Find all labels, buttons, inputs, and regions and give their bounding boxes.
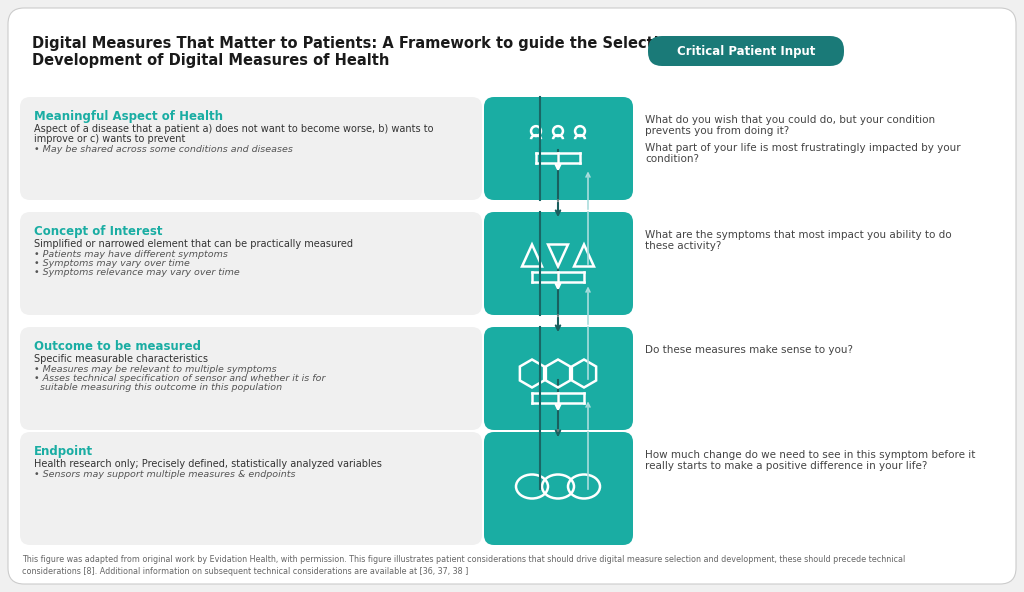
FancyBboxPatch shape (20, 212, 482, 315)
Text: Health research only; Precisely defined, statistically analyzed variables: Health research only; Precisely defined,… (34, 459, 382, 469)
Text: condition?: condition? (645, 154, 699, 164)
Text: Development of Digital Measures of Health: Development of Digital Measures of Healt… (32, 53, 389, 68)
Text: Specific measurable characteristics: Specific measurable characteristics (34, 354, 208, 364)
Text: Critical Patient Input: Critical Patient Input (677, 44, 815, 57)
Text: • Patients may have different symptoms: • Patients may have different symptoms (34, 250, 228, 259)
Text: Do these measures make sense to you?: Do these measures make sense to you? (645, 345, 853, 355)
FancyBboxPatch shape (648, 36, 844, 66)
Text: Endpoint: Endpoint (34, 445, 93, 458)
Text: Meaningful Aspect of Health: Meaningful Aspect of Health (34, 110, 223, 123)
Text: • Sensors may support multiple measures & endpoints: • Sensors may support multiple measures … (34, 470, 296, 479)
Text: What do you wish that you could do, but your condition: What do you wish that you could do, but … (645, 115, 935, 125)
Text: • Asses technical specification of sensor and whether it is for: • Asses technical specification of senso… (34, 374, 326, 383)
FancyBboxPatch shape (20, 432, 482, 545)
FancyBboxPatch shape (20, 327, 482, 430)
Text: What part of your life is most frustratingly impacted by your: What part of your life is most frustrati… (645, 143, 961, 153)
Text: What are the symptoms that most impact you ability to do: What are the symptoms that most impact y… (645, 230, 951, 240)
Text: • Measures may be relevant to multiple symptoms: • Measures may be relevant to multiple s… (34, 365, 276, 374)
Text: prevents you from doing it?: prevents you from doing it? (645, 126, 790, 136)
Text: This figure was adapted from original work by Evidation Health, with permission.: This figure was adapted from original wo… (22, 555, 905, 577)
Text: • May be shared across some conditions and diseases: • May be shared across some conditions a… (34, 145, 293, 154)
Text: Concept of Interest: Concept of Interest (34, 225, 163, 238)
FancyBboxPatch shape (20, 97, 482, 200)
Text: • Symptoms relevance may vary over time: • Symptoms relevance may vary over time (34, 268, 240, 277)
Text: really starts to make a positive difference in your life?: really starts to make a positive differe… (645, 461, 928, 471)
Text: Aspect of a disease that a patient a) does not want to become worse, b) wants to: Aspect of a disease that a patient a) do… (34, 124, 433, 134)
Text: these activity?: these activity? (645, 241, 721, 251)
Text: Outcome to be measured: Outcome to be measured (34, 340, 201, 353)
FancyBboxPatch shape (8, 8, 1016, 584)
FancyBboxPatch shape (484, 212, 633, 315)
FancyBboxPatch shape (484, 327, 633, 430)
FancyBboxPatch shape (484, 432, 633, 545)
Text: Digital Measures That Matter to Patients: A Framework to guide the Selection and: Digital Measures That Matter to Patients… (32, 36, 715, 51)
Text: Simplified or narrowed element that can be practically measured: Simplified or narrowed element that can … (34, 239, 353, 249)
FancyBboxPatch shape (484, 97, 633, 200)
Text: suitable measuring this outcome in this population: suitable measuring this outcome in this … (40, 383, 283, 392)
Text: • Symptoms may vary over time: • Symptoms may vary over time (34, 259, 189, 268)
Text: improve or c) wants to prevent: improve or c) wants to prevent (34, 134, 185, 144)
Text: How much change do we need to see in this symptom before it: How much change do we need to see in thi… (645, 450, 976, 460)
